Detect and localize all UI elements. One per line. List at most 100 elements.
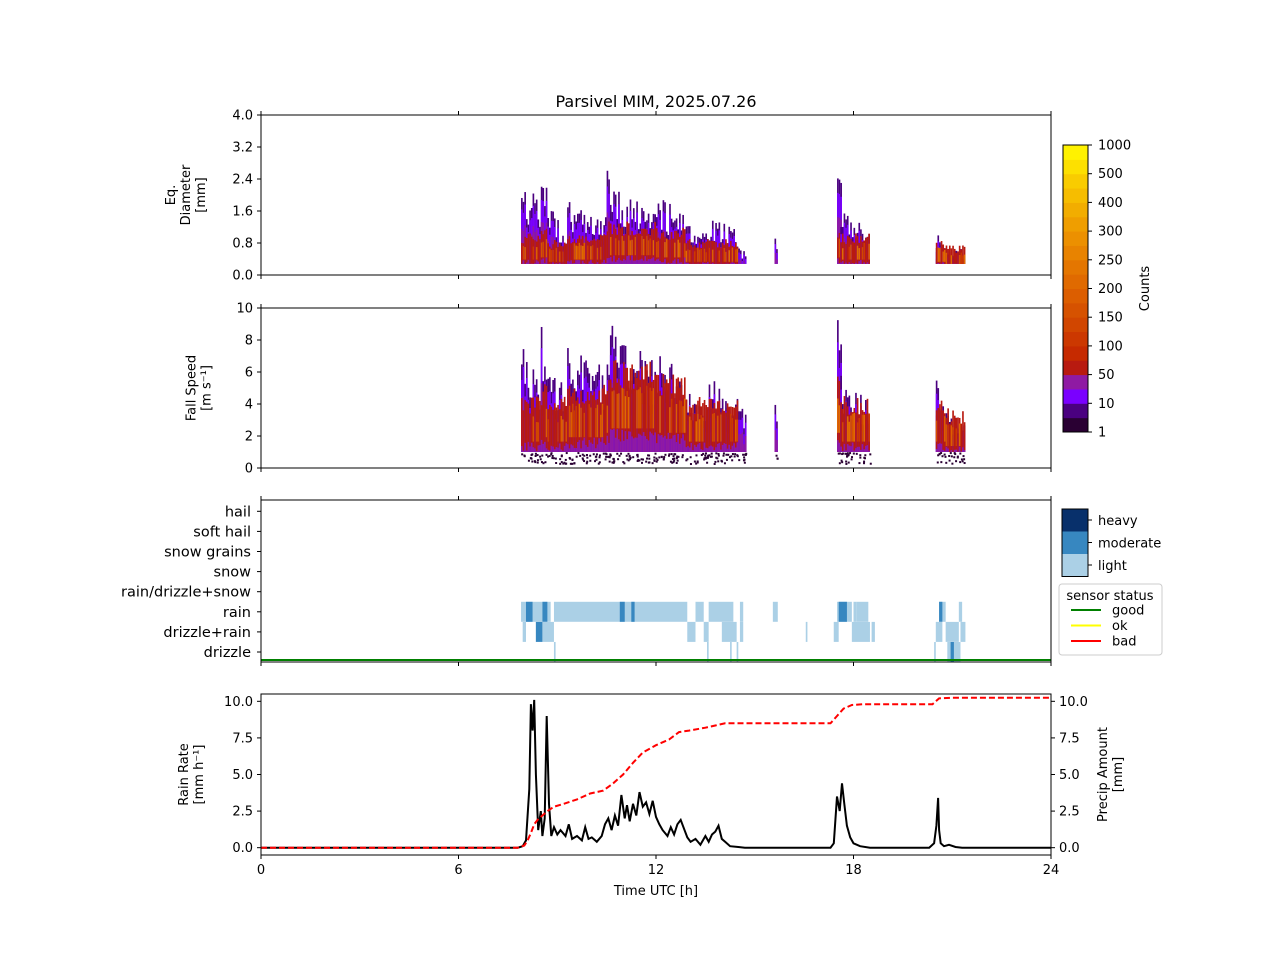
heatmap-cell xyxy=(639,233,642,260)
heatmap-speck xyxy=(863,456,866,459)
heatmap-cell xyxy=(945,424,948,446)
heatmap-cell xyxy=(702,241,704,263)
heatmap-speck xyxy=(742,459,745,462)
heatmap-speck xyxy=(963,458,966,461)
heatmap-speck xyxy=(962,455,965,458)
heatmap-cell xyxy=(618,393,620,429)
heatmap-cell xyxy=(563,396,566,446)
heatmap-cell xyxy=(652,429,655,452)
heatmap-speck xyxy=(594,455,597,458)
heatmap-speck xyxy=(863,460,866,463)
heatmap-cell xyxy=(618,240,620,256)
heatmap-cell xyxy=(529,233,531,264)
heatmap-speck xyxy=(710,455,713,458)
heatmap-cell xyxy=(851,241,854,264)
heatmap-speck xyxy=(545,453,548,456)
heatmap-speck xyxy=(660,455,663,458)
heatmap-cell xyxy=(586,391,589,447)
heatmap-cell xyxy=(573,410,576,438)
heatmap-speck xyxy=(577,452,580,455)
heatmap-speck xyxy=(585,462,588,465)
heatmap-cell xyxy=(841,233,844,262)
heatmap-cell xyxy=(659,238,661,261)
precip-type-cell xyxy=(695,601,704,622)
heatmap-speck xyxy=(723,462,726,465)
heatmap-cell xyxy=(725,251,727,262)
heatmap-cell xyxy=(626,221,629,257)
heatmap-cell xyxy=(710,398,712,446)
heatmap-cell xyxy=(683,243,686,258)
heatmap-cell xyxy=(736,419,739,442)
heatmap-speck xyxy=(743,461,746,464)
colorbar-segment xyxy=(1063,216,1088,232)
y-tick-label-right: 0.0 xyxy=(1059,841,1080,856)
heatmap-cell xyxy=(703,248,706,262)
heatmap-cell xyxy=(860,402,862,450)
heatmap-speck xyxy=(943,453,946,456)
heatmap-cell xyxy=(739,260,742,264)
colorbar-segment xyxy=(1063,231,1088,246)
heatmap-speck xyxy=(695,454,698,457)
heatmap-speck xyxy=(623,462,626,465)
heatmap-cell xyxy=(670,231,673,264)
colorbar-segment xyxy=(1063,331,1088,347)
rain-rate-panel: 0.0 0.0 2.5 2.5 5.0 5.0 7.5 7.5 10.0 10.0 0 6 12 18 24… xyxy=(177,693,1126,899)
intensity-swatch xyxy=(1062,554,1088,577)
precip-amount-line xyxy=(261,696,1051,849)
heatmap-cell xyxy=(603,234,605,260)
heatmap-cell xyxy=(613,390,615,429)
heatmap-event xyxy=(656,356,688,464)
heatmap-cell xyxy=(940,241,943,264)
heatmap-cell xyxy=(741,432,744,452)
heatmap-cell xyxy=(573,243,576,260)
heatmap-speck xyxy=(648,457,651,460)
heatmap-cell xyxy=(591,395,594,444)
heatmap-cell xyxy=(738,259,740,264)
colorbar-segment xyxy=(1063,417,1088,433)
colorbar-tick-label: 50 xyxy=(1098,368,1115,383)
heatmap-speck xyxy=(844,452,847,455)
heatmap-cell xyxy=(657,422,660,452)
heatmap-cell xyxy=(841,248,844,260)
y-axis-label-right: Precip Amount[mm] xyxy=(1096,727,1126,822)
heatmap-cell xyxy=(646,235,648,256)
heatmap-cell xyxy=(659,396,661,433)
heatmap-speck xyxy=(742,453,745,456)
precip-type-cell xyxy=(739,601,744,622)
heatmap-cell xyxy=(718,400,721,443)
y-axis-label: Fall Speed[m s⁻¹] xyxy=(185,355,215,421)
heatmap-speck xyxy=(640,458,643,461)
heatmap-speck xyxy=(841,453,844,456)
heatmap-event xyxy=(774,238,778,264)
diameter-panel: 0.0 0.8 1.6 2.4 3.2 4.0 Eq.Diameter[mm] xyxy=(164,109,1052,284)
heatmap-cell xyxy=(634,236,637,256)
heatmap-cell xyxy=(743,444,745,452)
heatmap-cell xyxy=(649,430,652,452)
heatmap-event xyxy=(521,192,541,264)
heatmap-cell xyxy=(637,389,640,429)
colorbar-segment xyxy=(1063,345,1088,361)
heatmap-cell xyxy=(525,237,528,263)
heatmap-cell xyxy=(743,254,745,264)
heatmap-speck xyxy=(594,460,597,463)
heatmap-speck xyxy=(598,461,601,464)
heatmap-cell xyxy=(652,240,655,256)
heatmap-cell xyxy=(651,229,653,259)
heatmap-speck xyxy=(604,458,607,461)
heatmap-speck xyxy=(936,461,939,464)
precip-type-label: rain/drizzle+snow xyxy=(121,585,251,601)
heatmap-cell xyxy=(629,420,632,452)
colorbar-tick-label: 1 xyxy=(1098,426,1106,441)
heatmap-event xyxy=(609,325,658,465)
intensity-swatch xyxy=(1062,509,1088,532)
heatmap-event xyxy=(540,326,550,465)
heatmap-speck xyxy=(550,452,553,455)
heatmap-speck xyxy=(656,459,659,462)
heatmap-cell xyxy=(529,413,531,447)
heatmap-cell xyxy=(651,391,653,429)
heatmap-cell xyxy=(660,395,663,436)
heatmap-cell xyxy=(953,248,956,264)
heatmap-cell xyxy=(553,239,556,264)
heatmap-cell xyxy=(743,260,745,264)
